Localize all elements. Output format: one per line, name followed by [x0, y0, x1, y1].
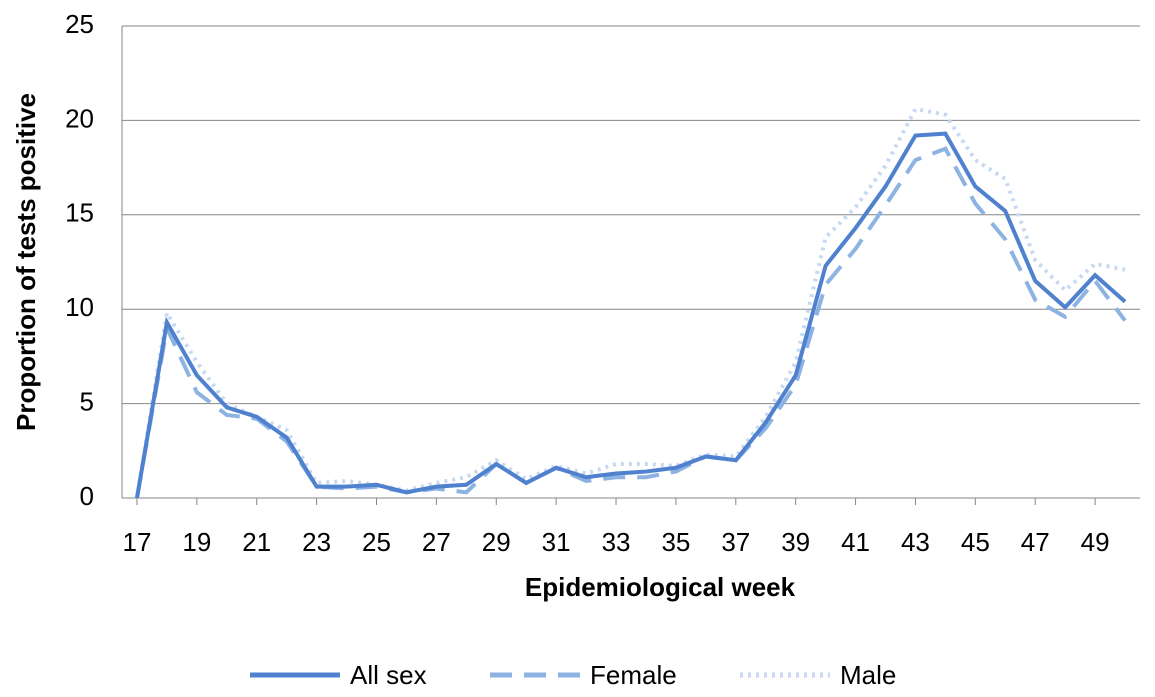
x-tick-label: 27 [422, 527, 451, 557]
data-line [134, 131, 1127, 499]
y-tick-label: 10 [65, 292, 94, 322]
x-tick-label: 39 [781, 527, 810, 557]
y-tick-label: 20 [65, 103, 94, 133]
x-tick-label: 35 [661, 527, 690, 557]
x-tick-label: 41 [841, 527, 870, 557]
x-axis-title: Epidemiological week [525, 572, 796, 602]
x-tick-label: 49 [1081, 527, 1110, 557]
y-axis-title: Proportion of tests positive [11, 93, 41, 431]
legend-label: Female [590, 660, 677, 690]
x-tick-label: 25 [362, 527, 391, 557]
legend-label: All sex [350, 660, 427, 690]
legend-label: Male [840, 660, 896, 690]
x-tick-label: 43 [901, 527, 930, 557]
x-tick-label: 29 [482, 527, 511, 557]
y-tick-label: 0 [80, 481, 94, 511]
data-line [134, 106, 1126, 499]
x-tick-label: 17 [123, 527, 152, 557]
x-tick-label: 47 [1021, 527, 1050, 557]
x-tick-label: 23 [302, 527, 331, 557]
x-tick-label: 33 [602, 527, 631, 557]
x-tick-label: 31 [542, 527, 571, 557]
y-tick-label: 5 [80, 386, 94, 416]
data-line [135, 146, 1127, 499]
x-tick-label: 37 [721, 527, 750, 557]
x-tick-label: 21 [242, 527, 271, 557]
y-tick-label: 15 [65, 198, 94, 228]
x-tick-label: 45 [961, 527, 990, 557]
y-tick-label: 25 [65, 9, 94, 39]
x-tick-label: 19 [182, 527, 211, 557]
